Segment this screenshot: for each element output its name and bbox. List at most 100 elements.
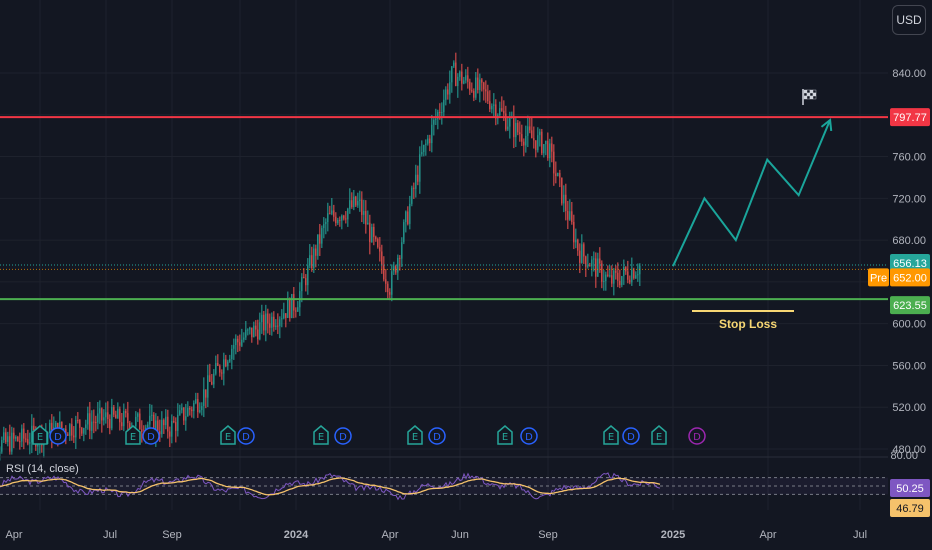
marker-shape xyxy=(142,427,160,445)
earnings-marker[interactable]: E xyxy=(125,425,141,445)
time-tick-label: Jul xyxy=(103,529,117,541)
currency-button[interactable]: USD xyxy=(892,5,926,35)
candle-body xyxy=(639,265,641,275)
candle-body xyxy=(503,110,505,114)
time-axis[interactable]: Apr Jul Sep 2024 Apr Jun Sep 2025 Apr Jul xyxy=(5,529,867,541)
candle-body xyxy=(117,408,119,419)
candle-body xyxy=(501,108,503,111)
dividend-marker[interactable]: D xyxy=(688,427,706,445)
candle-body xyxy=(551,143,553,152)
dividend-marker[interactable]: D xyxy=(428,427,446,445)
candle-body xyxy=(617,272,619,281)
earnings-marker[interactable]: E xyxy=(497,425,513,445)
candle-body xyxy=(451,66,453,83)
candle-body xyxy=(631,269,633,283)
candle-body xyxy=(137,413,139,417)
candle-body xyxy=(403,222,405,243)
price-axis[interactable]: 840.00 760.00 720.00 680.00 600.00 560.00 520.… xyxy=(890,68,926,462)
candle-body xyxy=(213,373,215,385)
candle-body xyxy=(215,363,217,374)
price-tick-label: 760.00 xyxy=(892,152,926,164)
dividend-marker[interactable]: D xyxy=(142,427,160,445)
candle-body xyxy=(209,375,211,382)
candle-body xyxy=(295,310,297,312)
dividend-marker[interactable]: D xyxy=(622,427,640,445)
candle-body xyxy=(349,200,351,209)
candle-body xyxy=(135,416,137,426)
dividend-marker[interactable]: D xyxy=(49,427,67,445)
candle-body xyxy=(79,420,81,428)
marker-shape xyxy=(32,425,48,445)
price-tick-label: 560.00 xyxy=(892,360,926,372)
price-tick-label: 480.00 xyxy=(892,444,926,456)
candle-body xyxy=(619,280,621,286)
candle-body xyxy=(499,108,501,116)
candle-body xyxy=(425,143,427,145)
candle-body xyxy=(63,428,65,430)
candle-body xyxy=(383,265,385,280)
candle-body xyxy=(505,113,507,130)
candle-body xyxy=(175,422,177,431)
candle-body xyxy=(335,216,337,224)
candle-body xyxy=(523,141,525,146)
time-tick-label: Sep xyxy=(538,529,558,541)
dividend-marker[interactable]: D xyxy=(334,427,352,445)
candle-body xyxy=(429,138,431,144)
candle-body xyxy=(31,425,33,443)
candle-body xyxy=(273,316,275,327)
candle-body xyxy=(637,274,639,276)
flag-square xyxy=(803,95,808,100)
price-tick-label: 600.00 xyxy=(892,319,926,331)
candle-body xyxy=(491,105,493,110)
candle-body xyxy=(159,431,161,435)
dividend-marker[interactable]: D xyxy=(520,427,538,445)
candle-body xyxy=(593,258,595,260)
candle-body xyxy=(431,124,433,144)
candle-body xyxy=(301,276,303,292)
candle-body xyxy=(357,200,359,206)
earnings-marker[interactable]: E xyxy=(651,425,667,445)
candle-body xyxy=(441,112,443,114)
candle-body xyxy=(555,173,557,177)
marker-label: D xyxy=(242,432,250,443)
candle-body xyxy=(345,218,347,220)
candle-body xyxy=(203,389,205,407)
marker-shape xyxy=(688,427,706,445)
candle-body xyxy=(71,424,73,436)
candle-body xyxy=(241,339,243,346)
candle-body xyxy=(433,119,435,125)
marker-label: E xyxy=(502,432,508,443)
earnings-marker[interactable]: E xyxy=(32,425,48,445)
candle-body xyxy=(103,417,105,421)
candle-body xyxy=(165,416,167,426)
candle-body xyxy=(163,420,165,426)
candle-body xyxy=(141,429,143,432)
earnings-marker[interactable]: E xyxy=(407,425,423,445)
candle-body xyxy=(363,211,365,215)
marker-shape xyxy=(428,427,446,445)
flag-square xyxy=(812,89,817,94)
rsi-indicator-label[interactable]: RSI (14, close) xyxy=(6,463,79,475)
marker-label: E xyxy=(656,432,662,443)
time-tick-label: Sep xyxy=(162,529,182,541)
candle-body xyxy=(521,134,523,142)
candle-body xyxy=(461,71,463,84)
candle-body xyxy=(105,412,107,418)
candle-body xyxy=(615,270,617,273)
candle-body xyxy=(65,428,67,435)
candle-body xyxy=(307,265,309,286)
earnings-marker[interactable]: E xyxy=(313,425,329,445)
earnings-marker[interactable]: E xyxy=(220,425,236,445)
target-flag-icon xyxy=(802,89,817,105)
price-tick-label: 720.00 xyxy=(892,193,926,205)
dividend-marker[interactable]: D xyxy=(237,427,255,445)
time-tick-label: 2025 xyxy=(661,529,685,541)
candle-body xyxy=(389,292,391,295)
candle-body xyxy=(255,325,257,330)
candle-body xyxy=(531,130,533,139)
candle-body xyxy=(579,250,581,263)
earnings-marker[interactable]: E xyxy=(603,425,619,445)
candle-body xyxy=(473,91,475,98)
